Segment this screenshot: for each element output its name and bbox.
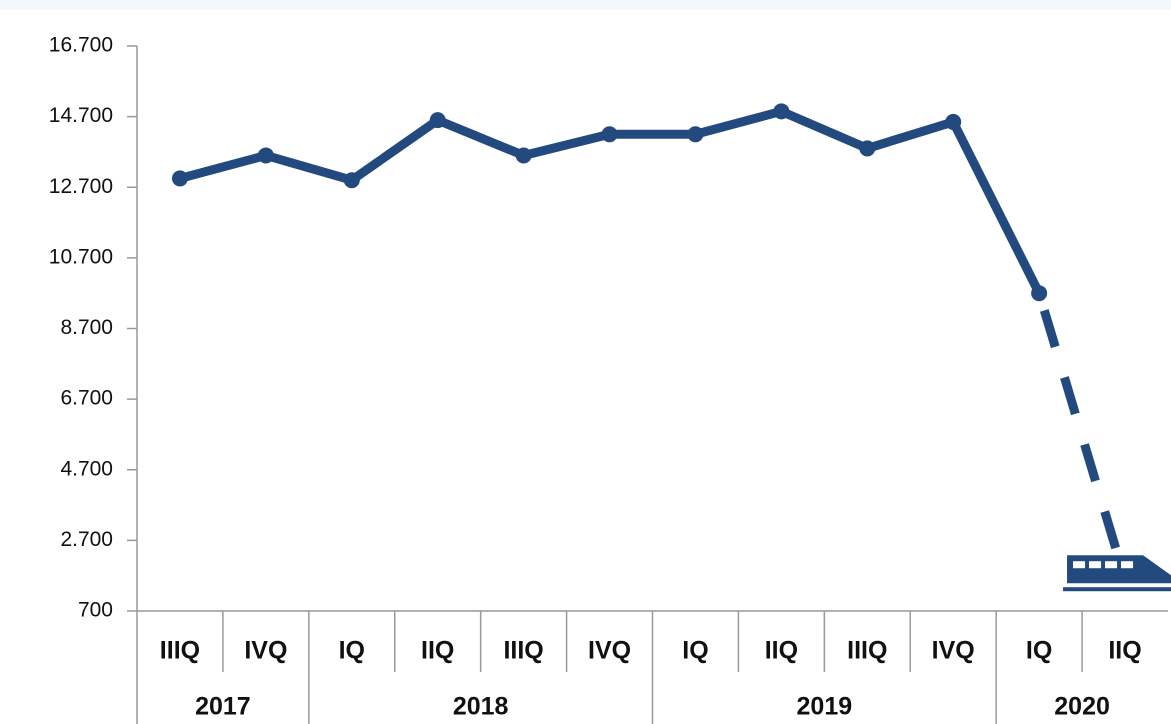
point <box>1031 285 1048 302</box>
train-icon <box>1063 555 1171 592</box>
y-tick-label: 10.700 <box>49 245 113 268</box>
point <box>343 172 360 189</box>
train-window <box>1073 561 1086 569</box>
point <box>945 113 962 130</box>
y-tick-label: 2.700 <box>60 528 113 551</box>
y-tick-label: 14.700 <box>49 104 113 127</box>
train-window <box>1105 561 1118 569</box>
group-label: 2019 <box>797 693 853 721</box>
x-tick-label: IQ <box>682 637 708 665</box>
y-tick-label: 12.700 <box>49 175 113 198</box>
y-tick-label: 4.700 <box>60 457 113 480</box>
train-rail <box>1063 587 1171 592</box>
x-tick-label: IQ <box>339 637 365 665</box>
x-tick-label: IIQ <box>765 637 798 665</box>
train-window <box>1121 561 1134 569</box>
train-body <box>1067 555 1171 584</box>
point <box>257 147 274 164</box>
y-tick-label: 6.700 <box>60 387 113 410</box>
point <box>773 103 790 120</box>
point <box>601 126 618 143</box>
point <box>171 170 188 187</box>
x-tick-label: IVQ <box>932 637 975 665</box>
top-strip <box>0 0 1171 10</box>
y-tick-label: 700 <box>78 599 113 622</box>
x-tick-label: IVQ <box>244 637 287 665</box>
y-tick-label: 16.700 <box>49 34 113 57</box>
x-tick-label: IIIQ <box>847 637 887 665</box>
point <box>429 112 446 129</box>
x-tick-label: IVQ <box>588 637 631 665</box>
x-tick-label: IQ <box>1026 637 1052 665</box>
group-label: 2018 <box>453 693 509 721</box>
point <box>515 147 532 164</box>
line-dashed <box>1034 291 1130 581</box>
y-tick-label: 8.700 <box>60 316 113 339</box>
x-tick-label: IIQ <box>1108 637 1141 665</box>
group-label: 2020 <box>1054 693 1110 721</box>
x-tick-label: IIIQ <box>160 637 200 665</box>
x-tick-label: IIIQ <box>503 637 543 665</box>
point <box>859 140 876 157</box>
x-tick-label: IIQ <box>421 637 454 665</box>
group-label: 2017 <box>195 693 251 721</box>
train-window <box>1089 561 1102 569</box>
point <box>687 126 704 143</box>
